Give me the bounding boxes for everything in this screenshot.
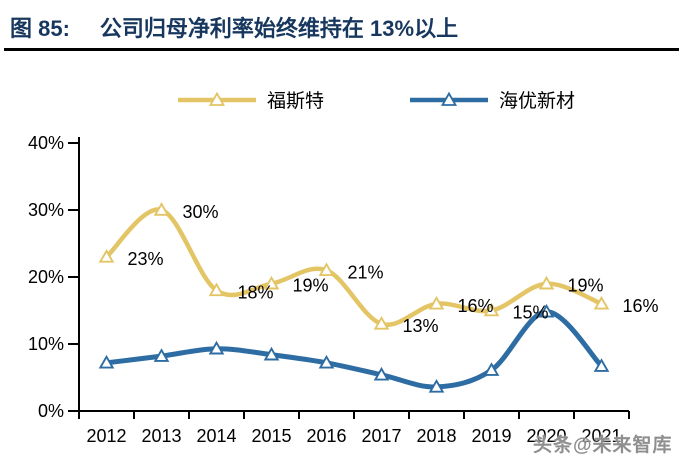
data-point-marker — [373, 366, 390, 381]
data-point-marker — [263, 346, 280, 361]
data-point-marker — [538, 275, 555, 290]
legend-triangle-marker-icon — [440, 91, 458, 106]
data-point-marker — [98, 354, 115, 369]
y-tick-label: 20% — [28, 267, 64, 287]
legend-label-haiyou: 海优新材 — [499, 91, 576, 112]
data-point-label: 30% — [183, 202, 219, 222]
x-year-label: 2014 — [196, 426, 236, 446]
data-point-marker — [593, 295, 610, 310]
data-point-label: 18% — [238, 282, 274, 302]
data-point-label: 19% — [568, 276, 604, 296]
data-point-marker — [318, 354, 335, 369]
data-point-marker — [483, 302, 500, 317]
y-tick-label: 10% — [28, 334, 64, 354]
x-year-label: 2012 — [86, 426, 126, 446]
data-point-label: 16% — [458, 296, 494, 316]
series-line-haiyou — [104, 309, 604, 390]
x-year-label: 2021 — [581, 426, 621, 446]
haiyou-line-marker-icon — [410, 91, 488, 106]
data-point-marker — [153, 202, 170, 216]
data-point-label: 15% — [513, 303, 549, 323]
x-year-label: 2016 — [306, 426, 346, 446]
data-point-marker — [373, 315, 390, 330]
y-tick-label: 30% — [28, 200, 64, 220]
title-divider — [4, 48, 679, 51]
figure-title-text: 公司归母净利率始终维持在 13%以上 — [99, 16, 459, 41]
data-point-marker — [208, 282, 225, 297]
data-point-marker — [538, 303, 555, 318]
x-year-label: 2020 — [526, 426, 566, 446]
legend-label-foster: 福斯特 — [267, 91, 325, 112]
data-point-marker — [483, 362, 500, 376]
data-point-marker — [318, 262, 335, 277]
legend-item-haiyou: 海优新材 — [408, 86, 575, 113]
data-point-marker — [428, 378, 445, 393]
data-point-marker — [593, 358, 610, 372]
foster-line-marker-icon — [178, 91, 256, 106]
data-point-label: 16% — [623, 296, 659, 316]
x-year-label: 2019 — [471, 426, 511, 446]
data-point-marker — [153, 348, 170, 362]
figure-number-label: 图 85: — [10, 16, 70, 41]
data-point-label: 23% — [128, 249, 164, 269]
x-year-label: 2017 — [361, 426, 401, 446]
series-line-foster — [104, 207, 604, 327]
y-tick-label: 40% — [28, 133, 64, 153]
x-year-label: 2015 — [251, 426, 291, 446]
data-point-marker — [263, 275, 280, 290]
x-year-label: 2013 — [141, 426, 181, 446]
x-year-label: 2018 — [416, 426, 456, 446]
data-point-label: 21% — [348, 262, 384, 282]
data-point-label: 19% — [293, 276, 329, 296]
chart-legend: 福斯特 海优新材 — [0, 86, 683, 113]
figure-title-row: 图 85: 公司归母净利率始终维持在 13%以上 — [10, 11, 458, 43]
y-tick-label: 0% — [38, 401, 64, 421]
data-point-marker — [208, 340, 225, 355]
data-point-marker — [98, 248, 115, 263]
watermark: 头条@未来智库 — [533, 435, 673, 456]
data-point-label: 13% — [403, 316, 439, 336]
legend-item-foster: 福斯特 — [176, 86, 324, 113]
data-point-marker — [428, 295, 445, 310]
legend-triangle-marker-icon — [208, 91, 226, 106]
